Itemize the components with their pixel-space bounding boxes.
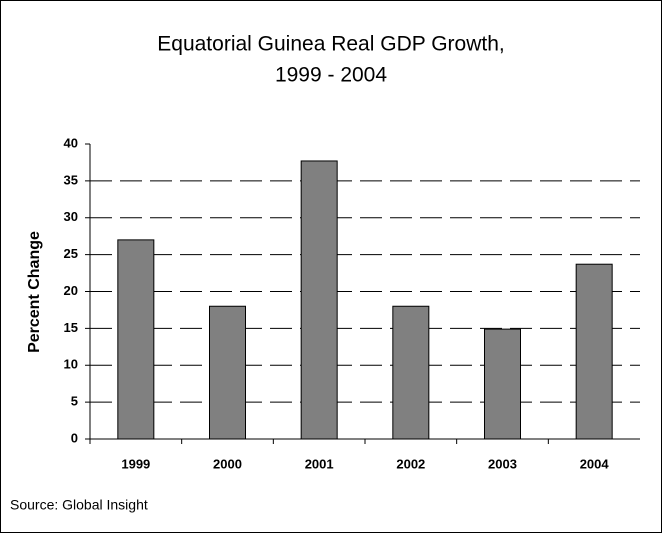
y-tick-label: 0 — [71, 430, 78, 445]
x-tick-label: 1999 — [121, 456, 150, 471]
chart-title: 1999 - 2004 — [275, 64, 387, 87]
y-tick-label: 15 — [64, 320, 78, 335]
y-tick-label: 25 — [64, 246, 78, 261]
source-note: Source: Global Insight — [10, 497, 148, 513]
y-tick-label: 35 — [64, 172, 78, 187]
bar — [300, 160, 338, 440]
chart-title: Equatorial Guinea Real GDP Growth, — [157, 33, 504, 56]
bar — [117, 239, 155, 440]
bar — [484, 328, 521, 440]
x-tick-label: 2001 — [305, 456, 334, 471]
bar — [392, 305, 430, 440]
x-tick-label: 2003 — [488, 456, 517, 471]
y-tick-label: 20 — [64, 283, 78, 298]
x-tick-label: 2002 — [396, 456, 425, 471]
y-tick-label: 40 — [64, 135, 78, 150]
bar — [575, 263, 613, 440]
x-tick-label: 2004 — [580, 456, 610, 471]
y-tick-label: 10 — [64, 357, 78, 372]
y-tick-label: 30 — [64, 209, 78, 224]
y-tick-label: 5 — [71, 394, 78, 409]
y-axis-label: Percent Change — [26, 231, 43, 353]
x-tick-label: 2000 — [213, 456, 242, 471]
bar — [209, 305, 246, 440]
